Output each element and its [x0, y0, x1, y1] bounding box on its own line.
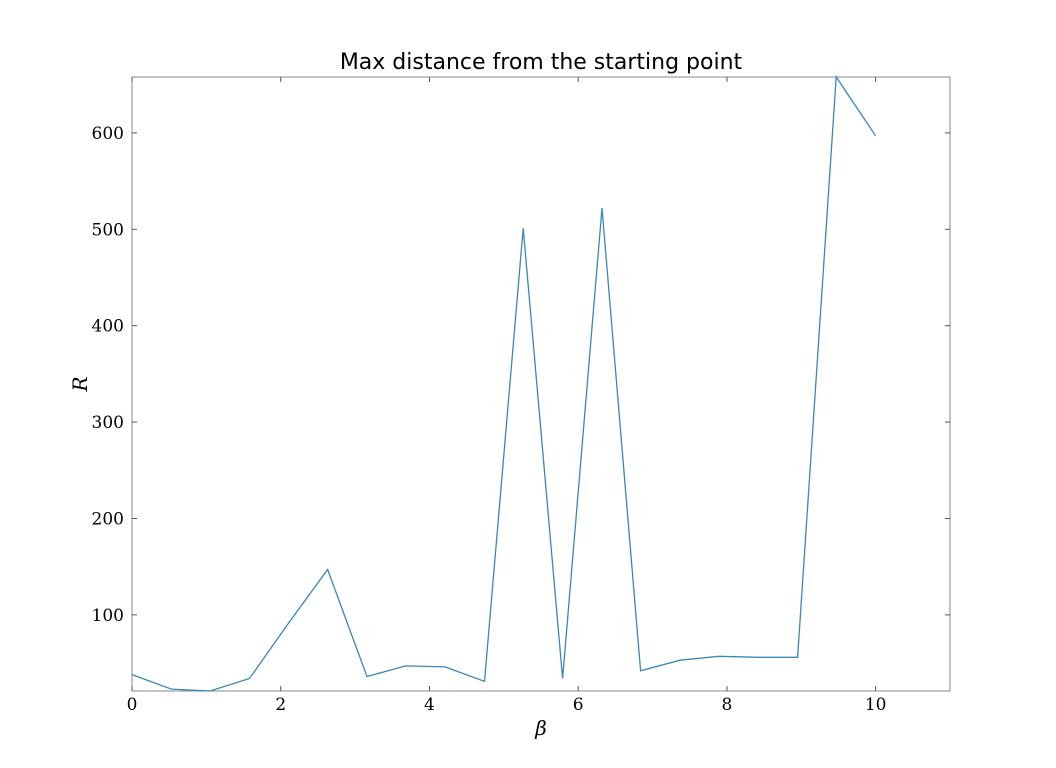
x-axis-label: β [534, 716, 547, 740]
tick-labels-layer: 0 2 4 6 8 10 100 200 300 400 500 600 [92, 124, 887, 715]
x-tick-label: 4 [424, 695, 435, 715]
series-line [131, 75, 877, 692]
y-tick-label: 300 [92, 413, 124, 433]
y-axis-label: R [68, 376, 92, 392]
y-tick-label: 400 [92, 317, 124, 337]
y-tick-label: 600 [92, 124, 124, 144]
x-tick-label: 8 [721, 695, 732, 715]
chart-title: Max distance from the starting point [340, 50, 743, 75]
x-tick-label: 2 [275, 695, 286, 715]
y-tick-label: 500 [92, 220, 124, 240]
y-tick-label: 100 [92, 606, 124, 626]
plot-frame [131, 76, 951, 692]
y-tick-label: 200 [92, 509, 124, 529]
ticks-layer [131, 77, 950, 691]
x-tick-label: 0 [127, 695, 138, 715]
x-tick-label: 6 [573, 695, 584, 715]
x-tick-label: 10 [865, 695, 887, 715]
